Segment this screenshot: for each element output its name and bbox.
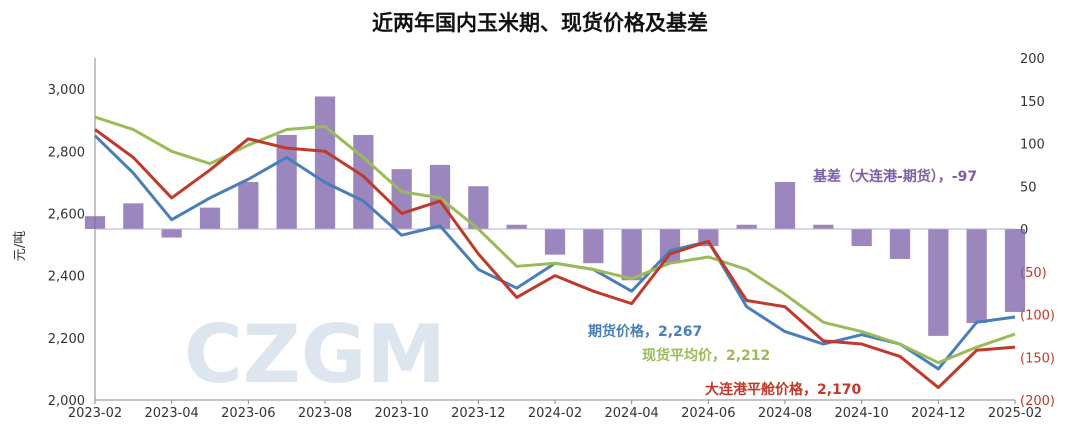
x-tick-label: 2023-06: [221, 406, 275, 421]
x-tick-label: 2023-10: [375, 406, 429, 421]
y-left-tick-label: 2,600: [48, 207, 85, 222]
y-left-tick-label: 2,800: [48, 145, 85, 160]
y-right-tick-label: (50): [1020, 266, 1047, 281]
basis-bar: [774, 181, 796, 229]
spot_avg-series-label: 现货平均价，2,212: [642, 347, 770, 364]
x-tick-label: 2024-06: [681, 406, 735, 421]
basis-bar: [544, 229, 566, 255]
basis-bar: [928, 229, 949, 336]
basis-series-label: 基差（大连港-期货），-97: [813, 168, 977, 185]
y-left-tick-label: 2,200: [48, 332, 85, 347]
x-tick-label: 2024-08: [758, 406, 812, 421]
x-tick-label: 2024-12: [911, 406, 965, 421]
y-left-tick-label: 2,000: [48, 394, 85, 409]
basis-bar: [813, 224, 834, 229]
basis-bar: [736, 224, 757, 229]
basis-bar: [238, 181, 259, 229]
x-tick-label: 2023-08: [298, 406, 352, 421]
dalian-series-label: 大连港平舱价格，2,170: [705, 381, 862, 398]
basis-bar: [468, 186, 489, 229]
y-left-tick-label: 2,400: [48, 270, 85, 285]
y-right-tick-label: 50: [1020, 180, 1037, 195]
y-right-tick-label: 200: [1020, 52, 1045, 67]
futures-series-label: 期货价格，2,267: [588, 323, 702, 340]
basis-bar: [276, 134, 297, 229]
basis-bar: [161, 229, 182, 238]
watermark: CZGM: [184, 308, 446, 401]
basis-bar: [1004, 229, 1026, 312]
basis-bar: [851, 229, 872, 247]
basis-bar: [314, 96, 336, 229]
chart-title: 近两年国内玉米期、现货价格及基差: [372, 11, 708, 35]
basis-bar: [621, 229, 642, 281]
x-tick-label: 2024-04: [605, 406, 659, 421]
x-tick-label: 2023-12: [451, 406, 505, 421]
y-right-tick-label: 150: [1020, 95, 1045, 110]
y-right-tick-label: 100: [1020, 138, 1045, 153]
dalian-line: [94, 128, 1016, 390]
y-right-tick-label: (200): [1020, 394, 1055, 409]
x-tick-label: 2023-02: [68, 406, 122, 421]
y-left-tick-label: 3,000: [48, 83, 85, 98]
basis-bar: [123, 203, 144, 229]
y-right-tick-label: (150): [1020, 351, 1055, 366]
basis-bar: [889, 229, 911, 259]
basis-bar: [506, 224, 527, 229]
x-tick-label: 2023-04: [145, 406, 199, 421]
basis-bar: [84, 216, 106, 229]
basis-bar: [583, 229, 604, 264]
basis-bar: [391, 169, 412, 229]
y-axis-label: 元/吨: [13, 231, 28, 261]
x-tick-label: 2025-02: [988, 406, 1042, 421]
x-tick-label: 2024-10: [835, 406, 889, 421]
y-right-tick-label: (100): [1020, 309, 1055, 324]
spot_avg-line: [94, 115, 1016, 365]
basis-bar: [199, 207, 221, 229]
x-tick-label: 2024-02: [528, 406, 582, 421]
basis-bar: [966, 229, 987, 324]
